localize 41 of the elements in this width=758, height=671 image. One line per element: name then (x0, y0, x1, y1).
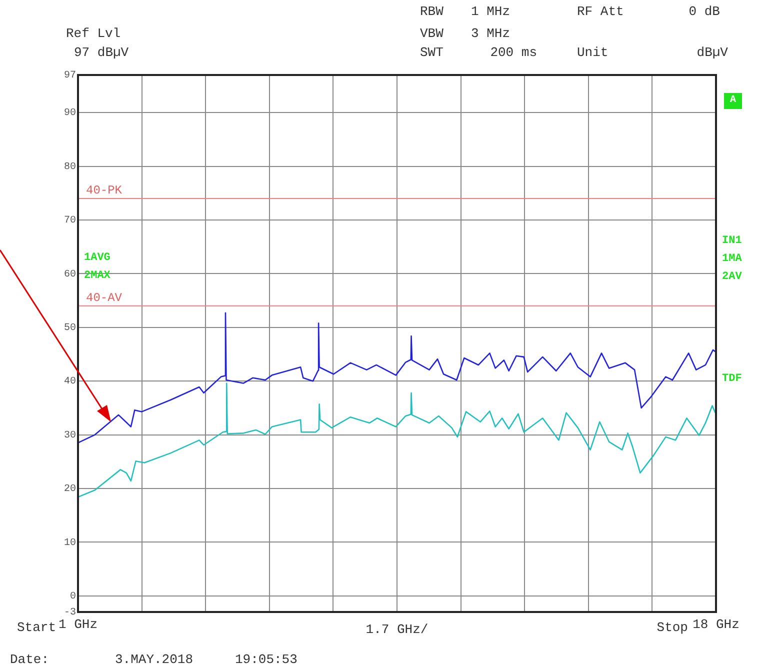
text: 1MA (722, 252, 742, 267)
text: 200 ms (490, 45, 537, 61)
text: 0 dB (688, 4, 720, 20)
text: Unit (577, 45, 608, 61)
y-tick-label: 90 (64, 108, 76, 120)
y-tick-label: 30 (64, 430, 76, 442)
text: 97 dBµV (74, 45, 129, 61)
text: TDF (722, 372, 742, 387)
y-tick-label: 20 (64, 484, 76, 496)
text: Ref Lvl (66, 26, 121, 42)
annotation: 1AVG (84, 251, 110, 266)
y-tick-label: 80 (64, 162, 76, 173)
text: IN1 (722, 234, 742, 249)
text: 3 MHz (470, 26, 510, 42)
text: Date: (10, 652, 50, 668)
y-tick-label: 10 (64, 538, 76, 549)
text: RBW (420, 4, 444, 20)
y-tick-label: 40 (64, 376, 76, 388)
x-tick-label: 18 GHz (692, 617, 740, 632)
x-tick-label: 1 GHz (58, 617, 98, 632)
text: 1 MHz (470, 4, 510, 20)
text: Stop (656, 620, 688, 636)
text: Start (16, 620, 56, 636)
text: 19:05:53 (235, 652, 298, 668)
x-axis-title: 1.7 GHz/ (366, 622, 428, 637)
text: 2AV (722, 270, 742, 285)
text: RF Att (577, 4, 624, 20)
text: SWT (420, 45, 444, 61)
text: VBW (420, 26, 444, 42)
text: 3.MAY.2018 (115, 652, 194, 668)
y-tick-label: -3 (64, 608, 76, 619)
y-tick-label: 70 (64, 216, 76, 227)
y-tick-label: 0 (70, 592, 76, 603)
text: A (724, 93, 742, 109)
annotation: 2MAX (84, 269, 110, 284)
text: dBµV (696, 45, 728, 61)
y-tick-label: 97 (64, 70, 76, 82)
ref-line-label: 40-AV (86, 291, 123, 306)
ref-line-label: 40-PK (86, 184, 123, 198)
y-tick-label: 50 (64, 323, 76, 334)
y-tick-label: 60 (64, 269, 76, 280)
